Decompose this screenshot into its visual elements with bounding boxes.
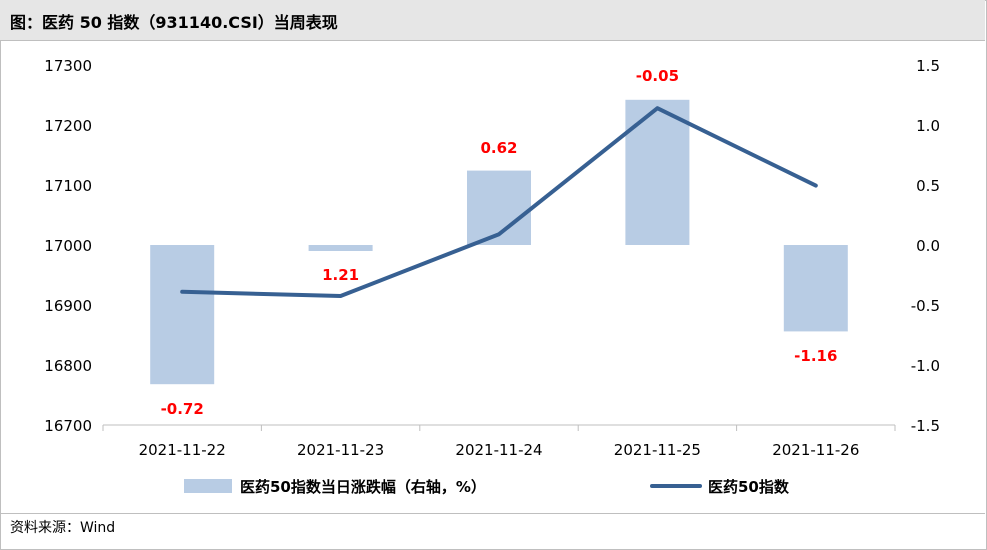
y-right-tick-label: -0.5	[911, 297, 940, 315]
y-right-tick-label: -1.0	[911, 357, 940, 375]
bar	[625, 99, 690, 245]
x-tick-label: 2021-11-22	[139, 441, 226, 459]
x-tick-label: 2021-11-25	[614, 441, 701, 459]
data-label: -1.16	[794, 347, 837, 365]
bar	[783, 245, 848, 332]
legend-line-label: 医药50指数	[708, 478, 790, 496]
legend-bar-swatch	[184, 479, 232, 493]
index-line	[180, 106, 818, 298]
y-left-tick-label: 17000	[44, 237, 92, 255]
data-label: 0.62	[480, 139, 517, 157]
data-label: 1.21	[322, 266, 359, 284]
y-right-tick-label: -1.5	[911, 417, 940, 435]
chart-title: 图：医药 50 指数（931140.CSI）当周表现	[10, 13, 338, 32]
y-left-tick-label: 17100	[44, 177, 92, 195]
x-tick-label: 2021-11-26	[772, 441, 859, 459]
y-right-tick-label: 0.0	[916, 237, 940, 255]
data-label: -0.72	[161, 400, 204, 418]
y-left-tick-label: 16900	[44, 297, 92, 315]
y-left-tick-label: 17300	[44, 57, 92, 75]
data-label: -0.05	[636, 67, 679, 85]
y-right-tick-label: 1.5	[916, 57, 940, 75]
x-tick-label: 2021-11-23	[297, 441, 384, 459]
bar	[308, 245, 373, 251]
title-bar	[0, 0, 985, 40]
y-left-tick-label: 17200	[44, 117, 92, 135]
source-divider	[0, 513, 985, 514]
y-right-tick-label: 1.0	[916, 117, 940, 135]
legend-bar-label: 医药50指数当日涨跌幅（右轴，%）	[240, 478, 486, 496]
y-right-tick-label: 0.5	[916, 177, 940, 195]
bar	[150, 245, 215, 385]
x-tick-label: 2021-11-24	[455, 441, 542, 459]
y-left-tick-label: 16700	[44, 417, 92, 435]
y-left-tick-label: 16800	[44, 357, 92, 375]
title-divider	[0, 40, 985, 41]
source-note: 资料来源：Wind	[10, 520, 116, 536]
